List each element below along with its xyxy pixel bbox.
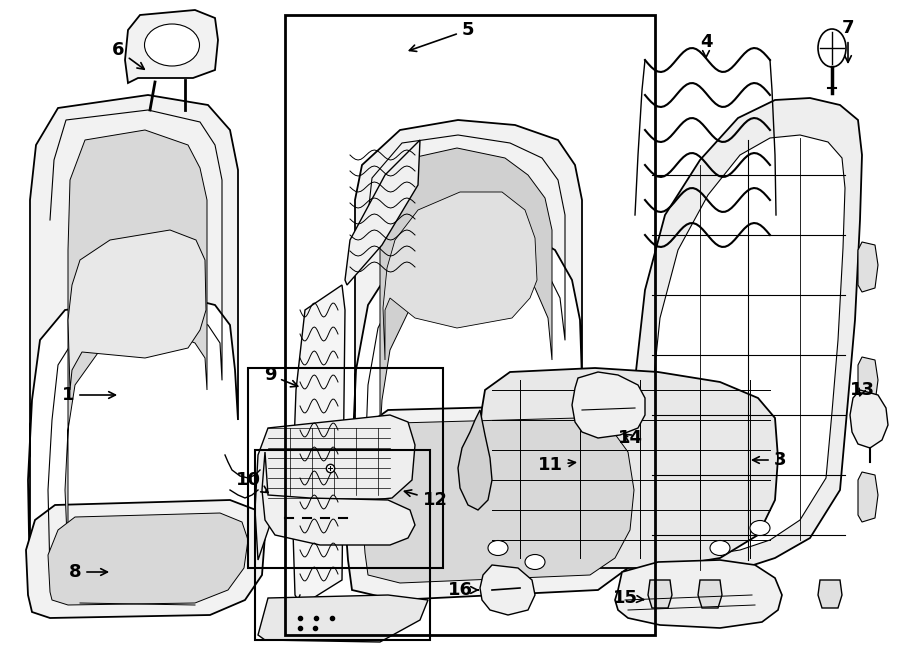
Text: 11: 11: [537, 456, 575, 474]
Polygon shape: [648, 135, 845, 578]
Polygon shape: [858, 472, 878, 522]
Ellipse shape: [488, 541, 508, 555]
Text: 6: 6: [112, 41, 144, 69]
Polygon shape: [255, 415, 415, 560]
Polygon shape: [858, 242, 878, 292]
Polygon shape: [345, 140, 420, 285]
Text: 9: 9: [264, 366, 298, 387]
Ellipse shape: [818, 29, 846, 67]
Bar: [248, 368, 443, 568]
Polygon shape: [262, 452, 415, 545]
Ellipse shape: [145, 24, 200, 66]
Polygon shape: [362, 418, 634, 583]
Text: 4: 4: [700, 33, 712, 58]
Polygon shape: [352, 120, 582, 570]
Text: 13: 13: [850, 381, 875, 399]
Text: 2: 2: [0, 660, 1, 661]
Polygon shape: [383, 192, 537, 360]
Polygon shape: [378, 148, 552, 548]
Text: 8: 8: [68, 563, 107, 581]
Bar: [255, 450, 430, 640]
Polygon shape: [258, 595, 428, 642]
Polygon shape: [698, 580, 722, 608]
Polygon shape: [615, 560, 782, 628]
Polygon shape: [48, 513, 248, 605]
Polygon shape: [458, 410, 492, 510]
Polygon shape: [818, 580, 842, 608]
Bar: [285, 15, 655, 635]
Text: 3: 3: [752, 451, 787, 469]
Polygon shape: [28, 95, 238, 590]
Polygon shape: [480, 565, 535, 615]
Polygon shape: [26, 500, 265, 618]
Text: 1: 1: [62, 386, 115, 404]
Polygon shape: [292, 285, 345, 600]
Text: 14: 14: [617, 429, 643, 447]
Text: 12: 12: [404, 490, 447, 509]
Ellipse shape: [710, 541, 730, 555]
Polygon shape: [648, 580, 672, 608]
Polygon shape: [344, 405, 648, 600]
Ellipse shape: [525, 555, 545, 570]
Text: 16: 16: [447, 581, 478, 599]
Text: 5: 5: [410, 21, 474, 52]
Polygon shape: [572, 372, 645, 438]
Text: 7: 7: [842, 19, 854, 62]
Text: 15: 15: [613, 589, 644, 607]
Polygon shape: [850, 390, 888, 448]
Polygon shape: [65, 130, 207, 560]
Text: 10: 10: [236, 471, 268, 492]
Polygon shape: [478, 368, 778, 568]
Polygon shape: [125, 10, 218, 83]
Polygon shape: [68, 230, 206, 390]
Polygon shape: [858, 357, 878, 407]
Ellipse shape: [750, 520, 770, 535]
Polygon shape: [632, 98, 862, 590]
